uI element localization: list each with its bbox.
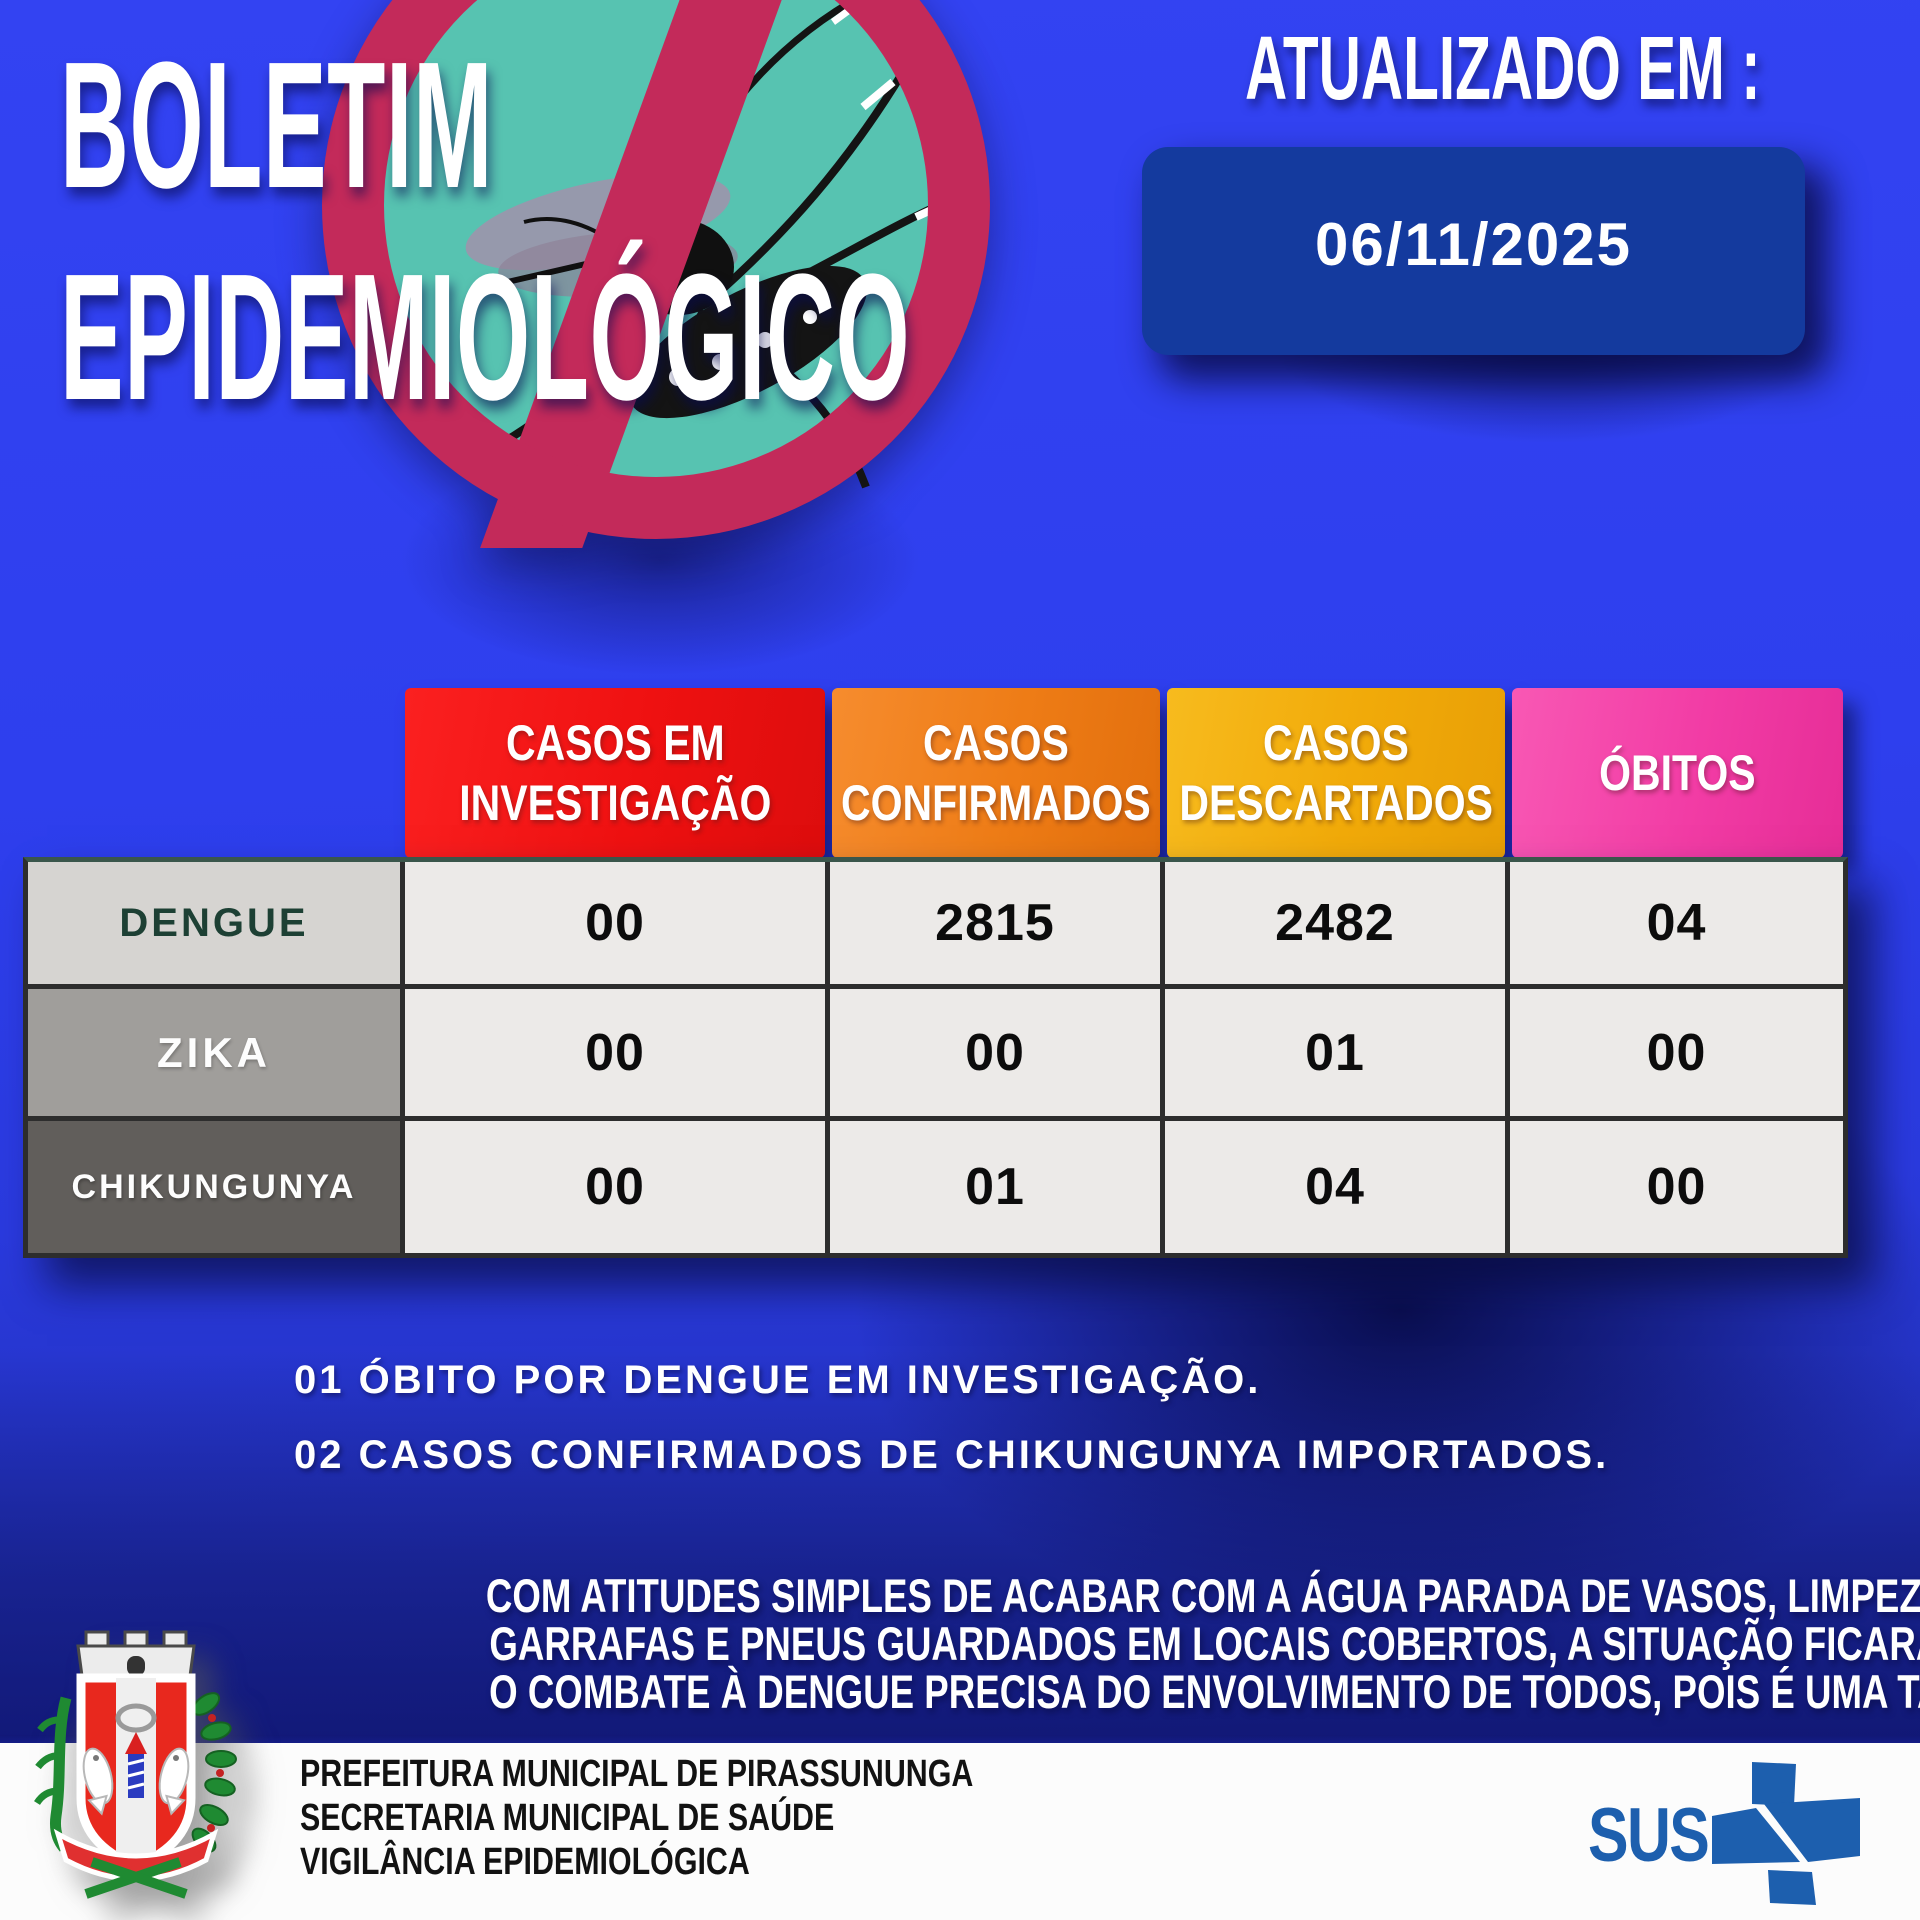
cell-dengue-descartados: 2482 bbox=[1165, 862, 1505, 984]
bottom-vignette bbox=[0, 1350, 1920, 1743]
cell-dengue-confirmados: 2815 bbox=[830, 862, 1160, 984]
cell-dengue-investigacao: 00 bbox=[405, 862, 825, 984]
row-label-chikungunya: CHIKUNGUNYA bbox=[28, 1121, 400, 1253]
header-text: DESCARTADOS bbox=[1179, 775, 1493, 831]
no-mosquito-icon bbox=[322, 0, 990, 548]
title-text-1: BOLETIM bbox=[60, 25, 493, 226]
prevention-message: COM ATITUDES SIMPLES DE ACABAR COM A ÁGU… bbox=[240, 1572, 1920, 1716]
sus-cross-icon bbox=[1712, 1762, 1860, 1905]
cell-zika-descartados: 01 bbox=[1165, 989, 1505, 1116]
message-text-1: COM ATITUDES SIMPLES DE ACABAR COM A ÁGU… bbox=[485, 1569, 1920, 1622]
title-text-2: EPIDEMIOLÓGICO bbox=[60, 237, 911, 438]
message-text-2: GARRAFAS E PNEUS GUARDADOS EM LOCAIS COB… bbox=[489, 1617, 1920, 1670]
cell-zika-confirmados: 00 bbox=[830, 989, 1160, 1116]
cell-dengue-obitos: 04 bbox=[1510, 862, 1843, 984]
cell-zika-obitos: 00 bbox=[1510, 989, 1843, 1116]
cell-zika-investigacao: 00 bbox=[405, 989, 825, 1116]
message-line-2: GARRAFAS E PNEUS GUARDADOS EM LOCAIS COB… bbox=[240, 1620, 1920, 1668]
message-line-1: COM ATITUDES SIMPLES DE ACABAR COM A ÁGU… bbox=[240, 1572, 1920, 1620]
updated-at-text: ATUALIZADO EM : bbox=[1245, 19, 1761, 119]
cell-chikungunya-investigacao: 00 bbox=[405, 1121, 825, 1253]
header-text: CASOS EM bbox=[505, 715, 725, 771]
header-text: CASOS bbox=[923, 715, 1069, 771]
date-box: 06/11/2025 bbox=[1142, 147, 1805, 355]
page-title-line1: BOLETIM bbox=[60, 36, 877, 216]
org-text-2: SECRETARIA MUNICIPAL DE SAÚDE bbox=[300, 1797, 835, 1839]
cell-chikungunya-descartados: 04 bbox=[1165, 1121, 1505, 1253]
row-label-dengue: DENGUE bbox=[28, 862, 400, 984]
org-text-3: VIGILÂNCIA EPIDEMIOLÓGICA bbox=[300, 1841, 750, 1883]
message-text-3: O COMBATE À DENGUE PRECISA DO ENVOLVIMEN… bbox=[489, 1665, 1920, 1718]
cell-chikungunya-confirmados: 01 bbox=[830, 1121, 1160, 1253]
header-text: ÓBITOS bbox=[1599, 745, 1756, 801]
footer-divider bbox=[0, 1735, 1920, 1743]
row-label-zika: ZIKA bbox=[28, 989, 400, 1116]
footer-band bbox=[0, 1743, 1920, 1920]
column-header-casos-investigacao: CASOS EM INVESTIGAÇÃO bbox=[405, 688, 825, 858]
page-title-line2: EPIDEMIOLÓGICO bbox=[60, 248, 1664, 428]
sus-logo-text: SUS bbox=[1588, 1798, 1738, 1874]
cell-chikungunya-obitos: 00 bbox=[1510, 1121, 1843, 1253]
note-obito-investigacao: 01 ÓBITO POR DENGUE EM INVESTIGAÇÃO. bbox=[294, 1358, 1262, 1402]
pirassununga-coat-of-arms bbox=[34, 1630, 237, 1899]
updated-at-label: ATUALIZADO EM : bbox=[1245, 24, 1920, 114]
org-text-1: PREFEITURA MUNICIPAL DE PIRASSUNUNGA bbox=[300, 1753, 974, 1795]
org-line-secretaria: SECRETARIA MUNICIPAL DE SAÚDE bbox=[300, 1796, 1142, 1840]
cases-table: DENGUE 00 2815 2482 04 ZIKA 00 00 01 00 … bbox=[23, 857, 1848, 1258]
column-header-obitos: ÓBITOS bbox=[1512, 688, 1843, 858]
org-line-vigilancia: VIGILÂNCIA EPIDEMIOLÓGICA bbox=[300, 1840, 1142, 1884]
org-line-prefeitura: PREFEITURA MUNICIPAL DE PIRASSUNUNGA bbox=[300, 1752, 1142, 1796]
header-text: INVESTIGAÇÃO bbox=[458, 775, 772, 831]
message-line-3: O COMBATE À DENGUE PRECISA DO ENVOLVIMEN… bbox=[240, 1668, 1920, 1716]
header-text: CONFIRMADOS bbox=[841, 775, 1151, 831]
column-header-casos-descartados: CASOS DESCARTADOS bbox=[1167, 688, 1505, 858]
column-header-casos-confirmados: CASOS CONFIRMADOS bbox=[832, 688, 1160, 858]
header-text: CASOS bbox=[1263, 715, 1409, 771]
note-casos-importados: 02 CASOS CONFIRMADOS DE CHIKUNGUNYA IMPO… bbox=[294, 1433, 1610, 1477]
update-date: 06/11/2025 bbox=[1315, 210, 1632, 278]
organization-block: PREFEITURA MUNICIPAL DE PIRASSUNUNGA SEC… bbox=[300, 1752, 1142, 1884]
sus-text: SUS bbox=[1588, 1793, 1710, 1878]
